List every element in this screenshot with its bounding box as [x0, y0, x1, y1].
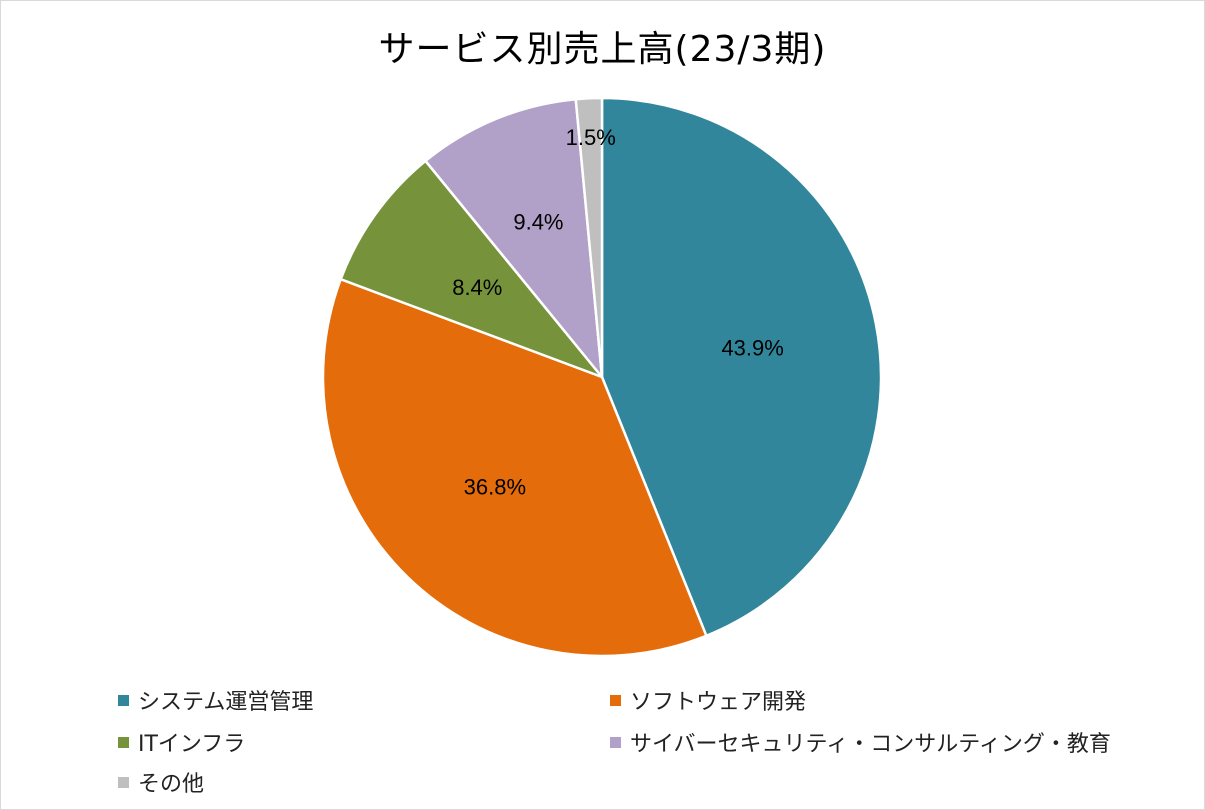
- legend-label: その他: [138, 772, 205, 797]
- data-label-other: 1.5%: [566, 125, 616, 150]
- legend-swatch: [118, 736, 129, 748]
- legend-item-software-development: ソフトウェア開発: [610, 684, 806, 716]
- legend-item-cybersecurity: サイバーセキュリティ・コンサルティング・教育: [610, 726, 1111, 758]
- legend-swatch: [118, 694, 129, 706]
- pie-slice-software-development: [321, 277, 708, 658]
- legend-label: システム運営管理: [138, 690, 314, 715]
- legend-label: サイバーセキュリティ・コンサルティング・教育: [630, 732, 1111, 757]
- legend-item-system-operation: システム運営管理: [118, 684, 313, 716]
- legend-swatch: [610, 694, 621, 706]
- data-labels: 43.9% 36.8% 8.4% 9.4% 1.5%: [452, 125, 784, 500]
- data-label-software-development: 36.8%: [464, 474, 526, 499]
- pie-slice-system-operation: [600, 96, 883, 638]
- pie-slice-cybersecurity: [424, 97, 604, 379]
- legend-swatch: [610, 736, 621, 748]
- pie-slice-it-infrastructure: [339, 159, 604, 379]
- data-label-cybersecurity: 9.4%: [513, 210, 563, 235]
- pie-slice-other: [574, 96, 604, 379]
- legend-item-it-infrastructure: ITインフラ: [118, 726, 245, 758]
- legend-label: ソフトウェア開発: [630, 690, 807, 715]
- legend-item-other: その他: [118, 766, 204, 798]
- data-label-it-infrastructure: 8.4%: [452, 275, 502, 300]
- data-label-system-operation: 43.9%: [721, 335, 783, 360]
- pie-slices: [321, 96, 883, 658]
- chart-title: サービス別売上高(23/3期): [378, 29, 827, 70]
- legend-swatch: [118, 776, 129, 788]
- legend-label: ITインフラ: [138, 732, 246, 757]
